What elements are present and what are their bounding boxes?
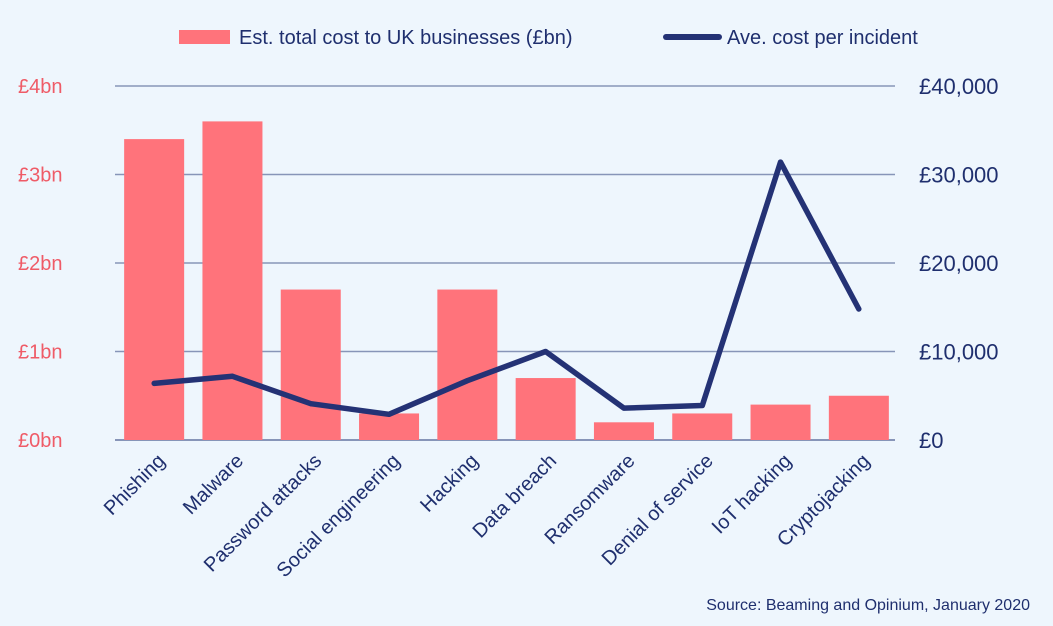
category-label: Phishing — [100, 450, 170, 520]
right-tick-label: £20,000 — [919, 251, 999, 276]
legend-bar-label: Est. total cost to UK businesses (£bn) — [239, 27, 573, 49]
line-series — [151, 159, 862, 418]
bar — [280, 289, 341, 440]
line-point — [308, 401, 314, 407]
source-note: Source: Beaming and Opinium, January 202… — [706, 597, 1030, 614]
left-tick-label: £1bn — [18, 342, 63, 364]
line-point — [151, 380, 157, 386]
left-tick-label: £0bn — [18, 430, 63, 452]
line-point — [543, 349, 549, 354]
line-point — [856, 306, 862, 312]
bar — [124, 139, 185, 440]
line-point — [229, 373, 235, 379]
right-tick-label: £30,000 — [919, 163, 999, 188]
cost-per-incident-line — [151, 159, 862, 418]
bar — [750, 404, 811, 440]
left-tick-label: £4bn — [18, 76, 63, 98]
bar — [359, 413, 420, 440]
right-tick-label: £40,000 — [919, 74, 999, 99]
line-point — [464, 378, 470, 384]
bar — [828, 395, 889, 440]
line-point — [386, 411, 392, 417]
right-tick-label: £10,000 — [919, 340, 999, 365]
line-point — [621, 405, 627, 411]
category-label: Hacking — [416, 450, 483, 517]
bar — [672, 413, 733, 440]
category-label: Malware — [179, 450, 248, 519]
line-point — [778, 159, 784, 165]
bar-series — [124, 121, 889, 441]
left-tick-label: £3bn — [18, 165, 63, 187]
legend: Est. total cost to UK businesses (£bn) A… — [179, 27, 918, 49]
legend-bar-swatch — [179, 30, 230, 44]
legend-line-label: Ave. cost per incident — [727, 27, 918, 49]
left-tick-label: £2bn — [18, 253, 63, 275]
bar — [202, 121, 263, 441]
bar — [437, 289, 498, 440]
left-axis: £0bn £1bn £2bn £3bn £4bn — [18, 76, 63, 452]
bar — [515, 378, 576, 440]
bar — [593, 422, 654, 440]
line-point — [699, 402, 705, 408]
right-axis: £0 £10,000 £20,000 £30,000 £40,000 — [919, 74, 999, 453]
right-tick-label: £0 — [919, 428, 943, 453]
